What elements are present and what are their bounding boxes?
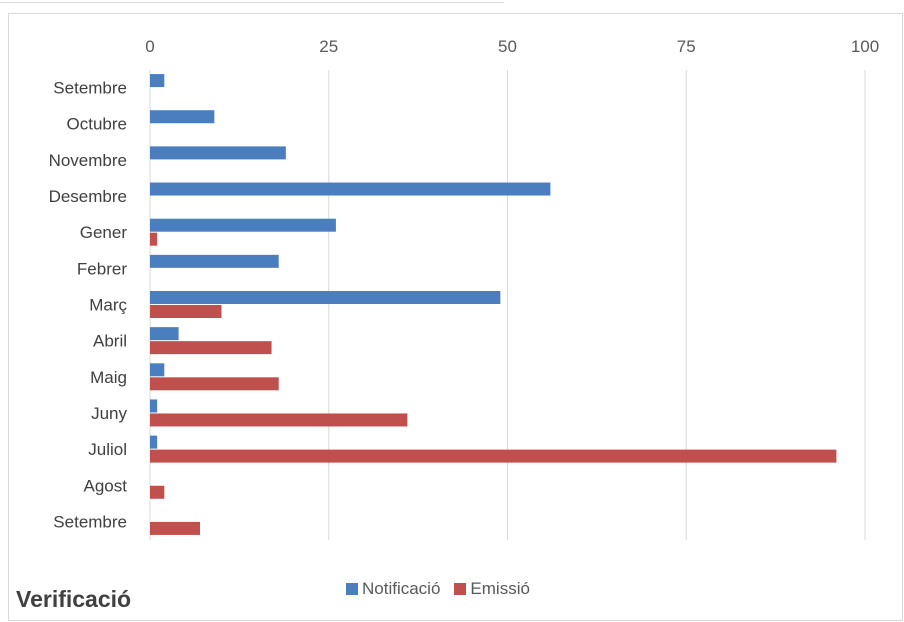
category-label: Setembre bbox=[53, 512, 127, 531]
category-label: Octubre bbox=[67, 115, 127, 134]
top-border-strip bbox=[0, 0, 504, 3]
category-label: Gener bbox=[80, 223, 128, 242]
bar-notificacio bbox=[150, 291, 501, 304]
legend-label-notificacio: Notificació bbox=[362, 579, 441, 598]
bar-notificacio bbox=[150, 327, 179, 341]
bar-emissio bbox=[150, 341, 272, 355]
legend-label-emissio: Emissió bbox=[470, 579, 530, 598]
category-label: Novembre bbox=[49, 151, 127, 170]
legend: Notificació Emissió bbox=[346, 579, 530, 599]
x-tick-label: 25 bbox=[319, 37, 338, 56]
legend-swatch-emissio bbox=[454, 583, 467, 595]
category-label: Setembre bbox=[53, 79, 127, 98]
bar-emissio bbox=[150, 305, 222, 318]
category-label: Desembre bbox=[49, 187, 127, 206]
bars bbox=[150, 74, 837, 535]
category-label: Juny bbox=[91, 404, 127, 423]
x-tick-label: 0 bbox=[145, 37, 154, 56]
category-label: Juliol bbox=[88, 440, 127, 459]
legend-item-notificacio: Notificació bbox=[346, 579, 440, 599]
x-tick-label: 100 bbox=[851, 37, 879, 56]
bar-emissio bbox=[150, 485, 165, 499]
category-label: Maig bbox=[90, 368, 127, 387]
bar-emissio bbox=[150, 413, 408, 427]
category-label: Febrer bbox=[77, 259, 127, 278]
bar-notificacio bbox=[150, 218, 336, 232]
bar-notificacio bbox=[150, 363, 165, 377]
bar-emissio bbox=[150, 232, 158, 246]
bar-emissio bbox=[150, 521, 201, 535]
x-axis-ticks: 0 25 50 75 100 bbox=[145, 37, 879, 56]
bar-emissio bbox=[150, 449, 837, 463]
category-label: Març bbox=[89, 295, 127, 314]
x-tick-label: 50 bbox=[498, 37, 517, 56]
bar-notificacio bbox=[150, 182, 551, 196]
x-tick-label: 75 bbox=[677, 37, 696, 56]
bar-notificacio bbox=[150, 74, 165, 88]
bar-notificacio bbox=[150, 435, 158, 449]
category-labels: Setembre Octubre Novembre Desembre Gener Febr… bbox=[49, 79, 128, 532]
legend-swatch-notificacio bbox=[346, 583, 358, 595]
category-label: Abril bbox=[93, 332, 127, 351]
category-label: Agost bbox=[84, 476, 128, 495]
bar-emissio bbox=[150, 377, 279, 391]
bar-notificacio bbox=[150, 110, 215, 124]
bar-notificacio bbox=[150, 146, 286, 160]
legend-item-emissio: Emissió bbox=[454, 579, 530, 599]
bar-notificacio bbox=[150, 399, 158, 413]
bar-notificacio bbox=[150, 254, 279, 268]
gridlines bbox=[149, 70, 866, 540]
chart-title: Verificació bbox=[16, 586, 132, 612]
